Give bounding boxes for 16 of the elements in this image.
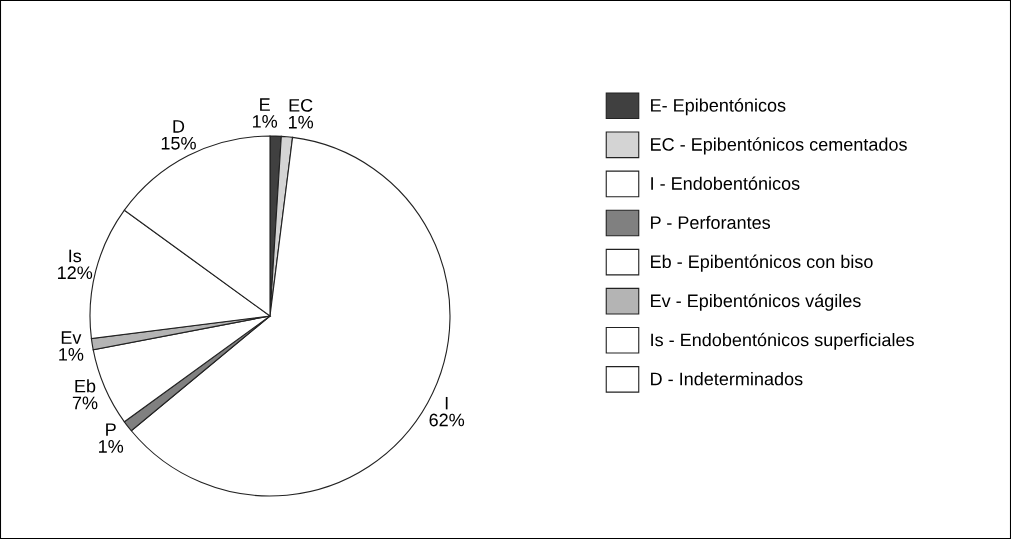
- data-label: Is 12%: [58, 249, 93, 280]
- legend-label: Ev - Epibentónicos vágiles: [651, 293, 861, 311]
- data-label: Eb 7%: [72, 379, 98, 410]
- legend-label: EC - Epibentónicos cementados: [651, 137, 907, 155]
- data-label: D 15%: [161, 120, 196, 150]
- legend-label: P - Perforantes: [651, 215, 771, 230]
- legend-label: Eb - Epibentónicos con biso: [651, 254, 873, 272]
- legend-label: E- Epibentónicos: [651, 98, 786, 116]
- legend-label: Is - Endobentónicos superficiales: [651, 332, 914, 350]
- data-label: P 1%: [99, 423, 124, 453]
- data-label: Ev 1%: [59, 331, 84, 361]
- legend-label: I - Endobentónicos: [651, 176, 800, 190]
- legend-label: D - Indeterminados: [651, 372, 803, 386]
- data-label: I 62%: [429, 396, 465, 427]
- data-label: EC 1%: [288, 98, 314, 129]
- data-label: E 1%: [252, 98, 278, 128]
